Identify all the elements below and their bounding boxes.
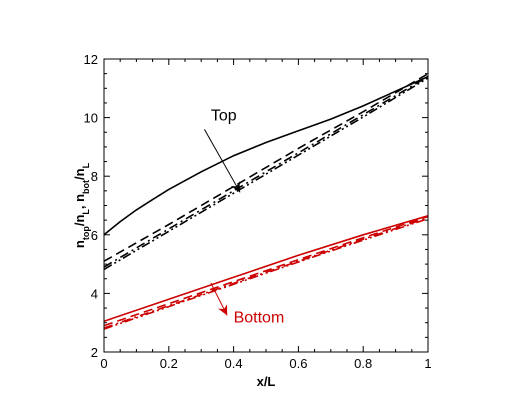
x-tick-label: 1 (424, 356, 431, 371)
top-series-solid-line (103, 75, 429, 236)
top-annotation-label: Top (211, 108, 237, 125)
top-arrow (204, 129, 241, 193)
y-tick-label: 10 (84, 111, 98, 126)
top-series-dashed-line (103, 73, 429, 262)
x-tick-label: 0.2 (160, 356, 178, 371)
y-tick-label: 4 (91, 286, 98, 301)
x-tick-label: 0 (100, 356, 107, 371)
bottom-series-dashed-line (103, 215, 429, 327)
annotation-layer: Top Bottom (204, 108, 284, 327)
top-series-dashdot-line (103, 75, 429, 268)
bottom-annotation-label: Bottom (234, 310, 285, 327)
x-axis-label: x/L (257, 374, 276, 389)
x-tick-label: 0.8 (354, 356, 372, 371)
y-tick-label: 6 (91, 228, 98, 243)
top-series-dashdotdot-line (103, 77, 429, 271)
y-axis-label: ntop/nL, nbot/nL (72, 162, 91, 248)
bottom-series-dashdotdot-line (103, 217, 429, 330)
bottom-arrow (210, 282, 228, 316)
plot-frame (103, 58, 429, 353)
series-layer (103, 73, 429, 330)
y-tick-label: 12 (84, 52, 98, 67)
x-tick-label: 0.4 (225, 356, 243, 371)
bottom-series-solid-line (103, 215, 429, 322)
x-tick-label: 0.6 (289, 356, 307, 371)
bottom-series-dashdot-line (103, 217, 429, 329)
y-tick-label: 2 (91, 345, 98, 360)
y-tick-label: 8 (91, 169, 98, 184)
